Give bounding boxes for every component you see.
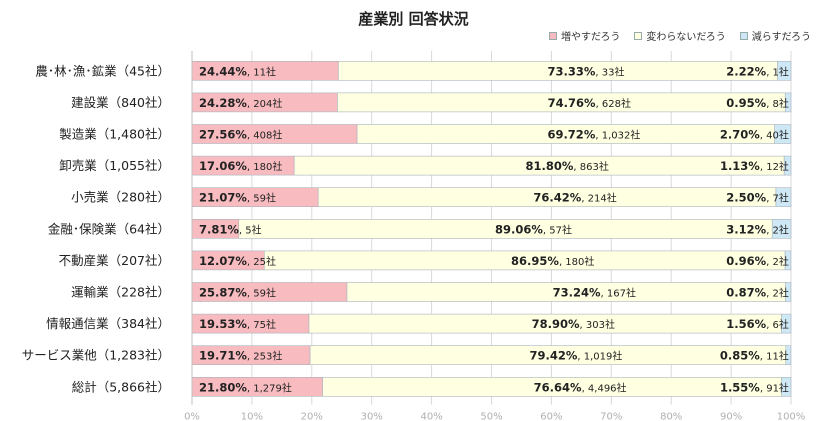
- legend-swatch-increase: [548, 31, 557, 40]
- data-label-decrease: 1.56%, 6社: [726, 317, 789, 331]
- bar-decrease: [781, 376, 792, 397]
- category-label: 不動産業（207社）: [59, 253, 170, 268]
- data-label-same: 78.90%, 303社: [532, 317, 615, 331]
- data-label-same: 79.42%, 1,019社: [529, 349, 622, 363]
- legend-label-increase: 増やすだろう: [560, 32, 621, 43]
- category-label: 農･林･漁･鉱業（45社）: [35, 63, 170, 78]
- data-label-increase: 21.07%, 59社: [199, 191, 276, 205]
- data-label-decrease: 2.50%, 7社: [726, 191, 789, 205]
- data-label-decrease: 1.13%, 12社: [720, 159, 789, 173]
- x-tick-label: 40%: [420, 412, 442, 421]
- data-label-increase: 24.28%, 204社: [199, 96, 282, 110]
- bar-decrease: [784, 250, 792, 271]
- legend-item-same: 変わらないだろう: [634, 28, 726, 43]
- x-tick-label: 50%: [480, 412, 502, 421]
- category-label: 製造業（1,480社）: [59, 127, 170, 142]
- x-tick-label: 80%: [660, 412, 682, 421]
- data-label-same: 73.33%, 33社: [548, 64, 625, 78]
- category-label: サービス業他（1,283社）: [22, 348, 170, 363]
- category-label: 運輸業（228社）: [71, 285, 170, 300]
- data-label-same: 69.72%, 1,032社: [547, 128, 640, 142]
- data-label-decrease: 0.95%, 8社: [726, 96, 789, 110]
- data-label-increase: 19.53%, 75社: [199, 317, 276, 331]
- chart-title: 産業別 回答状況: [358, 10, 469, 28]
- x-tick-label: 70%: [600, 412, 622, 421]
- legend-item-decrease: 減らすだろう: [739, 28, 811, 43]
- data-label-increase: 24.44%, 11社: [199, 64, 276, 78]
- data-label-increase: 19.71%, 253社: [199, 349, 282, 363]
- bar-decrease: [781, 313, 792, 334]
- data-label-increase: 12.07%, 25社: [199, 254, 276, 268]
- data-label-same: 73.24%, 167社: [553, 286, 636, 300]
- data-label-same: 89.06%, 57社: [495, 222, 572, 236]
- data-label-decrease: 2.70%, 40社: [720, 128, 789, 142]
- data-label-same: 86.95%, 180社: [511, 254, 594, 268]
- bar-decrease: [777, 60, 792, 81]
- legend-swatch-decrease: [739, 31, 748, 40]
- x-tick-label: 90%: [720, 412, 742, 421]
- legend-label-same: 変わらないだろう: [646, 32, 726, 43]
- bar-decrease: [784, 92, 792, 113]
- data-label-decrease: 2.22%, 1社: [726, 64, 789, 78]
- legend-label-decrease: 減らすだろう: [751, 32, 811, 43]
- data-label-increase: 7.81%, 5社: [199, 222, 262, 236]
- bar-decrease: [783, 155, 792, 176]
- data-label-decrease: 3.12%, 2社: [726, 222, 789, 236]
- x-tick-label: 30%: [361, 412, 383, 421]
- category-label: 小売業（280社）: [71, 190, 170, 205]
- bar-decrease: [771, 219, 792, 239]
- data-label-increase: 25.87%, 59社: [199, 286, 276, 300]
- bar-decrease: [785, 345, 792, 366]
- category-label: 金融･保険業（64社）: [48, 221, 170, 236]
- x-tick-label: 0%: [184, 412, 200, 421]
- x-tick-label: 10%: [241, 412, 263, 421]
- data-label-same: 76.64%, 4,496社: [534, 380, 627, 394]
- category-label: 総計（5,866社）: [72, 379, 170, 394]
- data-label-decrease: 0.96%, 2社: [726, 254, 789, 268]
- data-label-increase: 27.56%, 408社: [199, 128, 282, 142]
- bar-decrease: [785, 282, 792, 302]
- legend: 増やすだろう 変わらないだろう 減らすだろう: [548, 28, 811, 43]
- legend-item-increase: 増やすだろう: [548, 28, 621, 43]
- data-label-same: 76.42%, 214社: [533, 191, 616, 205]
- x-tick-label: 60%: [540, 412, 562, 421]
- data-label-same: 74.76%, 628社: [548, 96, 631, 110]
- data-label-increase: 21.80%, 1,279社: [199, 380, 292, 394]
- x-tick-label: 20%: [301, 412, 323, 421]
- x-tick-label: 100%: [777, 412, 806, 421]
- bar-decrease: [774, 124, 792, 144]
- bar-decrease: [775, 187, 792, 207]
- data-label-decrease: 0.85%, 11社: [720, 349, 789, 363]
- category-label: 卸売業（1,055社）: [59, 158, 170, 173]
- legend-swatch-same: [634, 31, 643, 40]
- data-label-decrease: 0.87%, 2社: [726, 286, 789, 300]
- category-label: 建設業（840社）: [71, 95, 170, 110]
- data-label-decrease: 1.55%, 91社: [720, 380, 789, 394]
- data-label-increase: 17.06%, 180社: [199, 159, 282, 173]
- data-label-same: 81.80%, 863社: [526, 159, 609, 173]
- category-label: 情報通信業（384社）: [46, 316, 170, 331]
